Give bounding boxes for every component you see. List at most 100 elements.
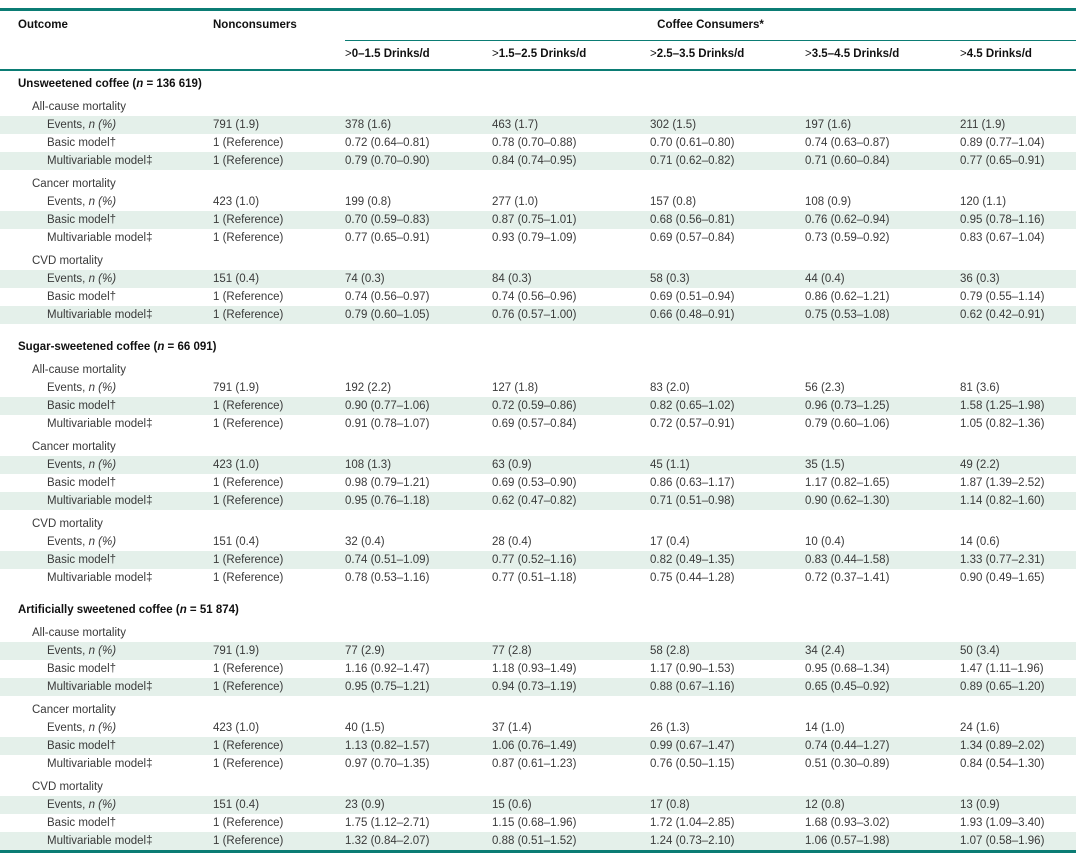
- row-label-text: Events,: [47, 382, 89, 394]
- row-label: Events, n (%): [0, 379, 213, 397]
- basic-row: Basic model† 1 (Reference) 0.74 (0.56–0.97…: [0, 288, 1076, 306]
- subsection-label-text: Cancer mortality: [32, 704, 116, 716]
- subsection-label-row: CVD mortality: [0, 247, 1076, 270]
- value-cell: 58 (0.3): [650, 270, 805, 288]
- row-label-text: Basic model†: [47, 291, 117, 303]
- basic-row: Basic model† 1 (Reference) 0.70 (0.59–0.83…: [0, 211, 1076, 229]
- column-header-drink-range: >2.5–3.5 Drinks/d: [650, 40, 805, 71]
- value-cell: 0.51 (0.30–0.89): [805, 758, 890, 770]
- basic-row: Basic model† 1 (Reference) 0.98 (0.79–1.21…: [0, 474, 1076, 492]
- value-cell: 1.06 (0.57–1.98): [805, 832, 960, 852]
- multivariable-row: Multivariable model‡ 1 (Reference) 0.77 (0…: [0, 229, 1076, 247]
- value-cell: 0.95 (0.76–1.18): [345, 492, 492, 510]
- value-cell: 0.77 (0.65–0.91): [345, 232, 430, 244]
- subsection-label-text: All-cause mortality: [32, 364, 126, 376]
- value-cell: 0.78 (0.53–1.16): [345, 572, 430, 584]
- value-cell: 36 (0.3): [960, 270, 1076, 288]
- value-cell: 26 (1.3): [650, 722, 690, 734]
- value-cell: 1 (Reference): [213, 291, 284, 303]
- value-cell: 0.70 (0.61–0.80): [650, 137, 735, 149]
- value-cell: 0.62 (0.42–0.91): [960, 306, 1076, 324]
- value-cell: 24 (1.6): [960, 722, 1000, 734]
- value-cell: 0.96 (0.73–1.25): [805, 397, 960, 415]
- row-label-text: Events,: [47, 119, 89, 131]
- row-label-text: Multivariable model‡: [47, 681, 153, 693]
- value-cell: 0.74 (0.44–1.27): [805, 737, 960, 755]
- column-header-drink-range: >1.5–2.5 Drinks/d: [492, 40, 650, 71]
- row-label-text: Multivariable model‡: [47, 572, 153, 584]
- row-label: Multivariable model‡: [0, 755, 213, 773]
- subsection-label-row: CVD mortality: [0, 510, 1076, 533]
- row-label: Events, n (%): [0, 270, 213, 288]
- value-cell: 0.71 (0.62–0.82): [650, 152, 805, 170]
- value-cell: 0.76 (0.62–0.94): [805, 211, 960, 229]
- value-cell: 0.72 (0.59–0.86): [492, 397, 650, 415]
- section-title-text: Artificially sweetened coffee (: [18, 604, 180, 616]
- value-cell: 277 (1.0): [492, 196, 539, 208]
- value-cell: 44 (0.4): [805, 270, 960, 288]
- value-cell: 0.79 (0.60–1.05): [345, 306, 492, 324]
- row-label: Basic model†: [0, 211, 213, 229]
- value-cell: 0.84 (0.74–0.95): [492, 152, 650, 170]
- row-label-text: Events,: [47, 645, 89, 657]
- value-cell: 0.90 (0.77–1.06): [345, 397, 492, 415]
- value-cell: 0.97 (0.70–1.35): [345, 758, 430, 770]
- value-cell: 83 (2.0): [650, 382, 690, 394]
- value-cell: 151 (0.4): [213, 270, 345, 288]
- row-label: Multivariable model‡: [0, 229, 213, 247]
- value-cell: 1 (Reference): [213, 832, 345, 852]
- subsection-label-row: CVD mortality: [0, 773, 1076, 796]
- row-label: Events, n (%): [0, 193, 213, 211]
- value-cell: 84 (0.3): [492, 270, 650, 288]
- drink-range-label: 3.5–4.5 Drinks/d: [811, 48, 900, 60]
- value-cell: 17 (0.8): [650, 796, 805, 814]
- events-row: Events, n (%) 423 (1.0) 199 (0.8) 277 (1.0)…: [0, 193, 1076, 211]
- value-cell: 0.72 (0.57–0.91): [650, 418, 735, 430]
- row-label-text: Multivariable model‡: [47, 835, 153, 847]
- value-cell: 0.73 (0.59–0.92): [805, 232, 890, 244]
- value-cell: 0.93 (0.79–1.09): [492, 232, 577, 244]
- row-label: Multivariable model‡: [0, 415, 213, 433]
- value-cell: 378 (1.6): [345, 116, 492, 134]
- row-label: Multivariable model‡: [0, 832, 213, 852]
- value-cell: 791 (1.9): [213, 382, 260, 394]
- value-cell: 50 (3.4): [960, 642, 1076, 660]
- greater-than-sign: >: [805, 48, 812, 60]
- value-cell: 1 (Reference): [213, 572, 284, 584]
- value-cell: 1.15 (0.68–1.96): [492, 817, 577, 829]
- subsection-label: Cancer mortality: [0, 696, 1076, 719]
- row-label-text: Multivariable model‡: [47, 309, 153, 321]
- row-label-text: Multivariable model‡: [47, 232, 153, 244]
- row-label-text: Events,: [47, 273, 89, 285]
- value-cell: 1.18 (0.93–1.49): [492, 663, 577, 675]
- basic-row: Basic model† 1 (Reference) 0.90 (0.77–1.06…: [0, 397, 1076, 415]
- value-cell: 0.95 (0.75–1.21): [345, 678, 492, 696]
- value-cell: 0.89 (0.77–1.04): [960, 137, 1045, 149]
- multivariable-row: Multivariable model‡ 1 (Reference) 0.78 (0…: [0, 569, 1076, 587]
- value-cell: 37 (1.4): [492, 722, 532, 734]
- value-cell: 14 (1.0): [805, 722, 845, 734]
- value-cell: 32 (0.4): [345, 536, 385, 548]
- section-title: Artificially sweetened coffee (n = 51 87…: [0, 587, 1076, 619]
- value-cell: 302 (1.5): [650, 116, 805, 134]
- basic-row: Basic model† 1 (Reference) 1.13 (0.82–1.57…: [0, 737, 1076, 755]
- row-label: Multivariable model‡: [0, 569, 213, 587]
- row-label-text: Basic model†: [47, 137, 117, 149]
- value-cell: 1.13 (0.82–1.57): [345, 737, 492, 755]
- subsection-label: All-cause mortality: [0, 619, 1076, 642]
- value-cell: 0.88 (0.51–1.52): [492, 832, 650, 852]
- value-cell: 0.69 (0.51–0.94): [650, 291, 735, 303]
- value-cell: 0.65 (0.45–0.92): [805, 678, 960, 696]
- value-cell: 0.99 (0.67–1.47): [650, 737, 805, 755]
- section-title-text: Sugar-sweetened coffee (: [18, 341, 158, 353]
- value-cell: 0.75 (0.53–1.08): [805, 306, 960, 324]
- subsection-label-text: Cancer mortality: [32, 441, 116, 453]
- subsection-label-text: CVD mortality: [32, 781, 103, 793]
- row-label: Basic model†: [0, 660, 213, 678]
- events-row: Events, n (%) 791 (1.9) 192 (2.2) 127 (1.8)…: [0, 379, 1076, 397]
- value-cell: 45 (1.1): [650, 456, 805, 474]
- subsection-label: All-cause mortality: [0, 356, 1076, 379]
- value-cell: 1.33 (0.77–2.31): [960, 551, 1076, 569]
- value-cell: 1.17 (0.90–1.53): [650, 663, 735, 675]
- value-cell: 0.90 (0.49–1.65): [960, 572, 1045, 584]
